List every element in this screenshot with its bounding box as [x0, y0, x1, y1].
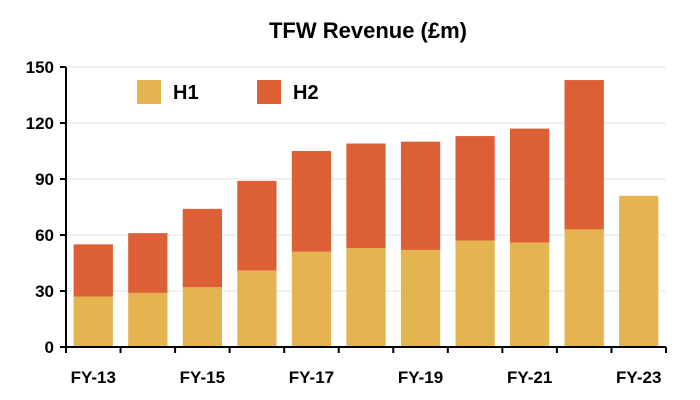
legend-swatch-h1 [137, 80, 161, 104]
bar-h2-fy-13 [73, 244, 113, 297]
bar-h1-fy-20 [455, 240, 495, 347]
y-tick-label: 90 [35, 170, 54, 189]
bar-h2-fy-17 [291, 151, 332, 252]
bar-h1-fy-17 [291, 251, 332, 347]
y-tick-label: 120 [26, 114, 54, 133]
y-tick-label: 30 [35, 282, 54, 301]
bar-h2-fy-16 [237, 180, 277, 271]
bars [73, 80, 659, 347]
legend: H1 H2 [137, 80, 319, 104]
axes [60, 66, 667, 353]
bar-h1-fy-21 [510, 242, 550, 347]
bar-h2-fy-20 [455, 136, 495, 241]
x-tick-label: FY-21 [507, 368, 552, 387]
x-tick-label: FY-17 [289, 368, 334, 387]
x-tick-labels: FY-13 FY-15 FY-17 FY-19 FY-21 FY-23 [71, 368, 662, 387]
bar-h2-fy-21 [510, 128, 550, 243]
y-tick-labels: 0 30 60 90 120 150 [26, 58, 54, 357]
bar-h1-fy-19 [400, 249, 441, 347]
y-tick-label: 0 [45, 338, 54, 357]
bar-h2-fy-15 [182, 208, 222, 288]
legend-swatch-h2 [257, 80, 281, 104]
x-tick-label: FY-23 [616, 368, 661, 387]
y-tick-label: 60 [35, 226, 54, 245]
bar-h2-fy-22 [564, 80, 604, 230]
bar-h1-fy-18 [346, 248, 386, 347]
bar-h1-fy-14 [128, 292, 168, 347]
bar-h1-fy-15 [182, 287, 222, 347]
bar-h1-fy-22 [564, 229, 604, 347]
chart-title: TFW Revenue (£m) [269, 18, 467, 43]
bar-h2-fy-18 [346, 143, 386, 249]
bar-h1-fy-13 [73, 296, 113, 347]
bar-h1-fy-16 [237, 270, 277, 347]
y-tick-label: 150 [26, 58, 54, 77]
bar-h2-fy-19 [400, 141, 441, 250]
x-tick-label: FY-15 [180, 368, 225, 387]
bar-h1-fy-23 [619, 195, 659, 347]
x-tick-label: FY-13 [71, 368, 116, 387]
legend-label-h1: H1 [173, 82, 199, 104]
bar-h2-fy-14 [128, 233, 168, 293]
legend-label-h2: H2 [293, 82, 319, 104]
x-tick-label: FY-19 [398, 368, 443, 387]
